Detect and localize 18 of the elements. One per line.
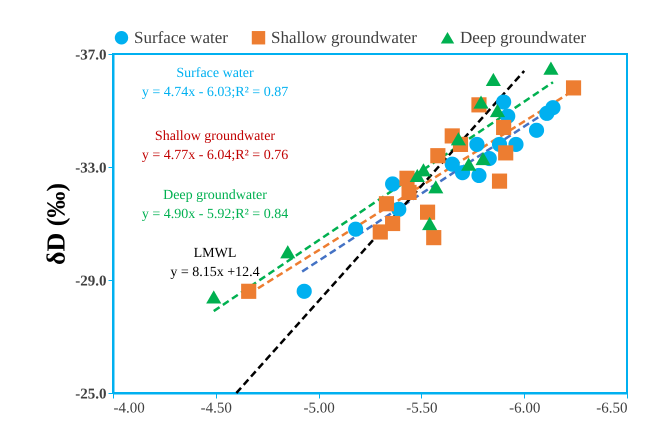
x-tick-label: -4.50 — [200, 400, 232, 416]
y-tick-label: -37.0 — [75, 48, 106, 64]
y-axis-title: δD (‰) — [41, 182, 70, 266]
x-tick-label: -6.00 — [509, 400, 540, 416]
legend-label: Shallow groundwater — [271, 28, 418, 47]
x-tick-label: -6.50 — [596, 400, 628, 416]
annotation: LMWL y = 8.15x +12.4 — [170, 246, 260, 280]
legend-label: Deep groundwater — [460, 28, 586, 47]
annotation: Shallow groundwater y = 4.77x - 6.04;R² = 0.76 — [142, 129, 288, 163]
y-tick-label: -25.0 — [75, 386, 106, 402]
x-tick-label: -4.00 — [114, 400, 145, 416]
annotation: Surface water y = 4.74x - 6.03;R² = 0.87 — [142, 66, 288, 100]
legend-label: Surface water — [134, 28, 228, 47]
x-tick-label: -5.00 — [303, 400, 335, 416]
x-tick-label: -5.50 — [406, 400, 438, 416]
y-tick-label: -29.0 — [75, 274, 106, 290]
y-tick-label: -33.0 — [75, 160, 106, 176]
annotation: Deep groundwater y = 4.90x - 5.92;R² = 0.84 — [142, 188, 288, 222]
